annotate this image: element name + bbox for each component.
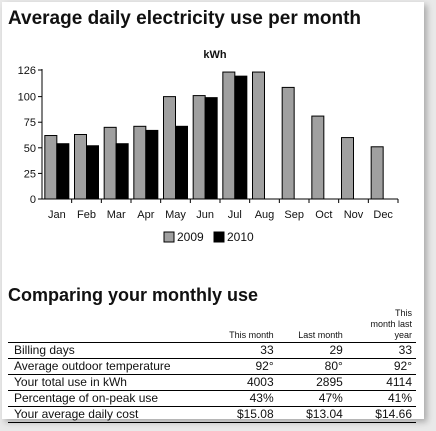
x-tick-label: Jun <box>196 209 214 221</box>
bar-2010-Mar <box>115 143 129 200</box>
usage-bar-chart: kWh 0 25 50 75 100 126 Jan Feb Mar Apr May Jun Jul A… <box>18 49 399 244</box>
chart-subtitle: kWh <box>203 49 227 61</box>
row-label: Percentage of on-peak use <box>8 390 209 407</box>
header-last-year: This month last year <box>346 308 416 343</box>
y-tick-label: 0 <box>30 194 36 206</box>
bar-2009-Mar <box>103 126 117 200</box>
report-panel: Average daily electricity use per month … <box>2 2 424 423</box>
this-month-value: 33 <box>208 342 278 359</box>
comparison-title: Comparing your monthly use <box>8 285 259 305</box>
legend-label-2010: 2010 <box>227 230 254 244</box>
bar-2009-Sep <box>281 86 295 200</box>
x-tick-label: Oct <box>315 209 332 221</box>
x-tick-label: May <box>165 209 186 221</box>
comparison-table: This month Last month This month last ye… <box>8 308 416 423</box>
bar-2010-Jan <box>56 143 70 200</box>
header-last-year-text: This month last year <box>370 308 412 340</box>
y-tick-label: 100 <box>18 92 36 104</box>
last-month-value: 2895 <box>277 374 347 391</box>
bar-2009-Jun <box>192 95 206 200</box>
last-year-value: 33 <box>346 342 416 359</box>
row-label: Average outdoor temperature <box>8 358 209 375</box>
bar-2009-Apr <box>133 125 147 200</box>
y-tick-label: 50 <box>24 143 36 155</box>
y-tick-label: 25 <box>24 168 36 180</box>
last-year-value: 41% <box>346 390 416 407</box>
bar-2009-Oct <box>311 115 325 200</box>
x-tick-label: Sep <box>284 209 304 221</box>
x-tick-label: Apr <box>137 209 154 221</box>
y-tick-label: 75 <box>24 117 36 129</box>
bar-2010-Jul <box>234 75 248 200</box>
x-tick-label: Jan <box>48 209 66 221</box>
bar-2009-Dec <box>370 146 384 200</box>
x-tick-label: Feb <box>77 209 96 221</box>
bar-2010-Apr <box>145 129 159 200</box>
table-row: Your average daily cost $15.08 $13.04 $14.6… <box>8 406 416 423</box>
header-last-month: Last month <box>277 308 347 343</box>
x-tick-label: Jul <box>228 209 242 221</box>
bar-2009-Aug <box>252 71 265 200</box>
bar-2009-May <box>163 96 176 200</box>
this-month-value: 43% <box>208 390 278 407</box>
bar-2009-Jul <box>222 71 236 200</box>
bar-2010-May <box>175 125 188 200</box>
header-label <box>8 308 209 343</box>
table-row: Average outdoor temperature 92° 80° 92° <box>8 358 416 375</box>
table-row: Percentage of on-peak use 43% 47% 41% <box>8 390 416 407</box>
header-this-month: This month <box>208 308 278 343</box>
x-tick-label: Dec <box>373 209 393 221</box>
this-month-value: 92° <box>208 358 278 375</box>
y-tick-label: 126 <box>18 65 36 77</box>
this-month-value: $15.08 <box>208 406 278 423</box>
last-month-value: $13.04 <box>277 406 347 423</box>
comparison-header-row: This month Last month This month last ye… <box>8 308 416 343</box>
x-tick-label: Aug <box>255 209 275 221</box>
bar-2009-Jan <box>44 135 58 200</box>
bar-2010-Jun <box>204 97 218 200</box>
last-month-value: 80° <box>277 358 347 375</box>
table-row: Billing days 33 29 33 <box>8 342 416 359</box>
chart-title: Average daily electricity use per month <box>8 8 362 29</box>
bar-2009-Feb <box>74 134 87 200</box>
legend-swatch-2010 <box>213 231 225 243</box>
bar-2010-Feb <box>86 145 99 200</box>
bar-2009-Nov <box>341 137 354 200</box>
last-month-value: 29 <box>277 342 347 359</box>
last-year-value: 4114 <box>346 374 416 391</box>
row-label: Billing days <box>8 342 209 359</box>
row-label: Your average daily cost <box>8 406 209 423</box>
this-month-value: 4003 <box>208 374 278 391</box>
legend-swatch-2009 <box>163 231 175 243</box>
row-label: Your total use in kWh <box>8 374 209 391</box>
last-year-value: 92° <box>346 358 416 375</box>
x-tick-label: Nov <box>344 209 364 221</box>
last-year-value: $14.66 <box>346 406 416 423</box>
legend-label-2009: 2009 <box>177 230 204 244</box>
last-month-value: 47% <box>277 390 347 407</box>
x-tick-label: Mar <box>107 209 126 221</box>
table-row: Your total use in kWh 4003 2895 4114 <box>8 374 416 391</box>
